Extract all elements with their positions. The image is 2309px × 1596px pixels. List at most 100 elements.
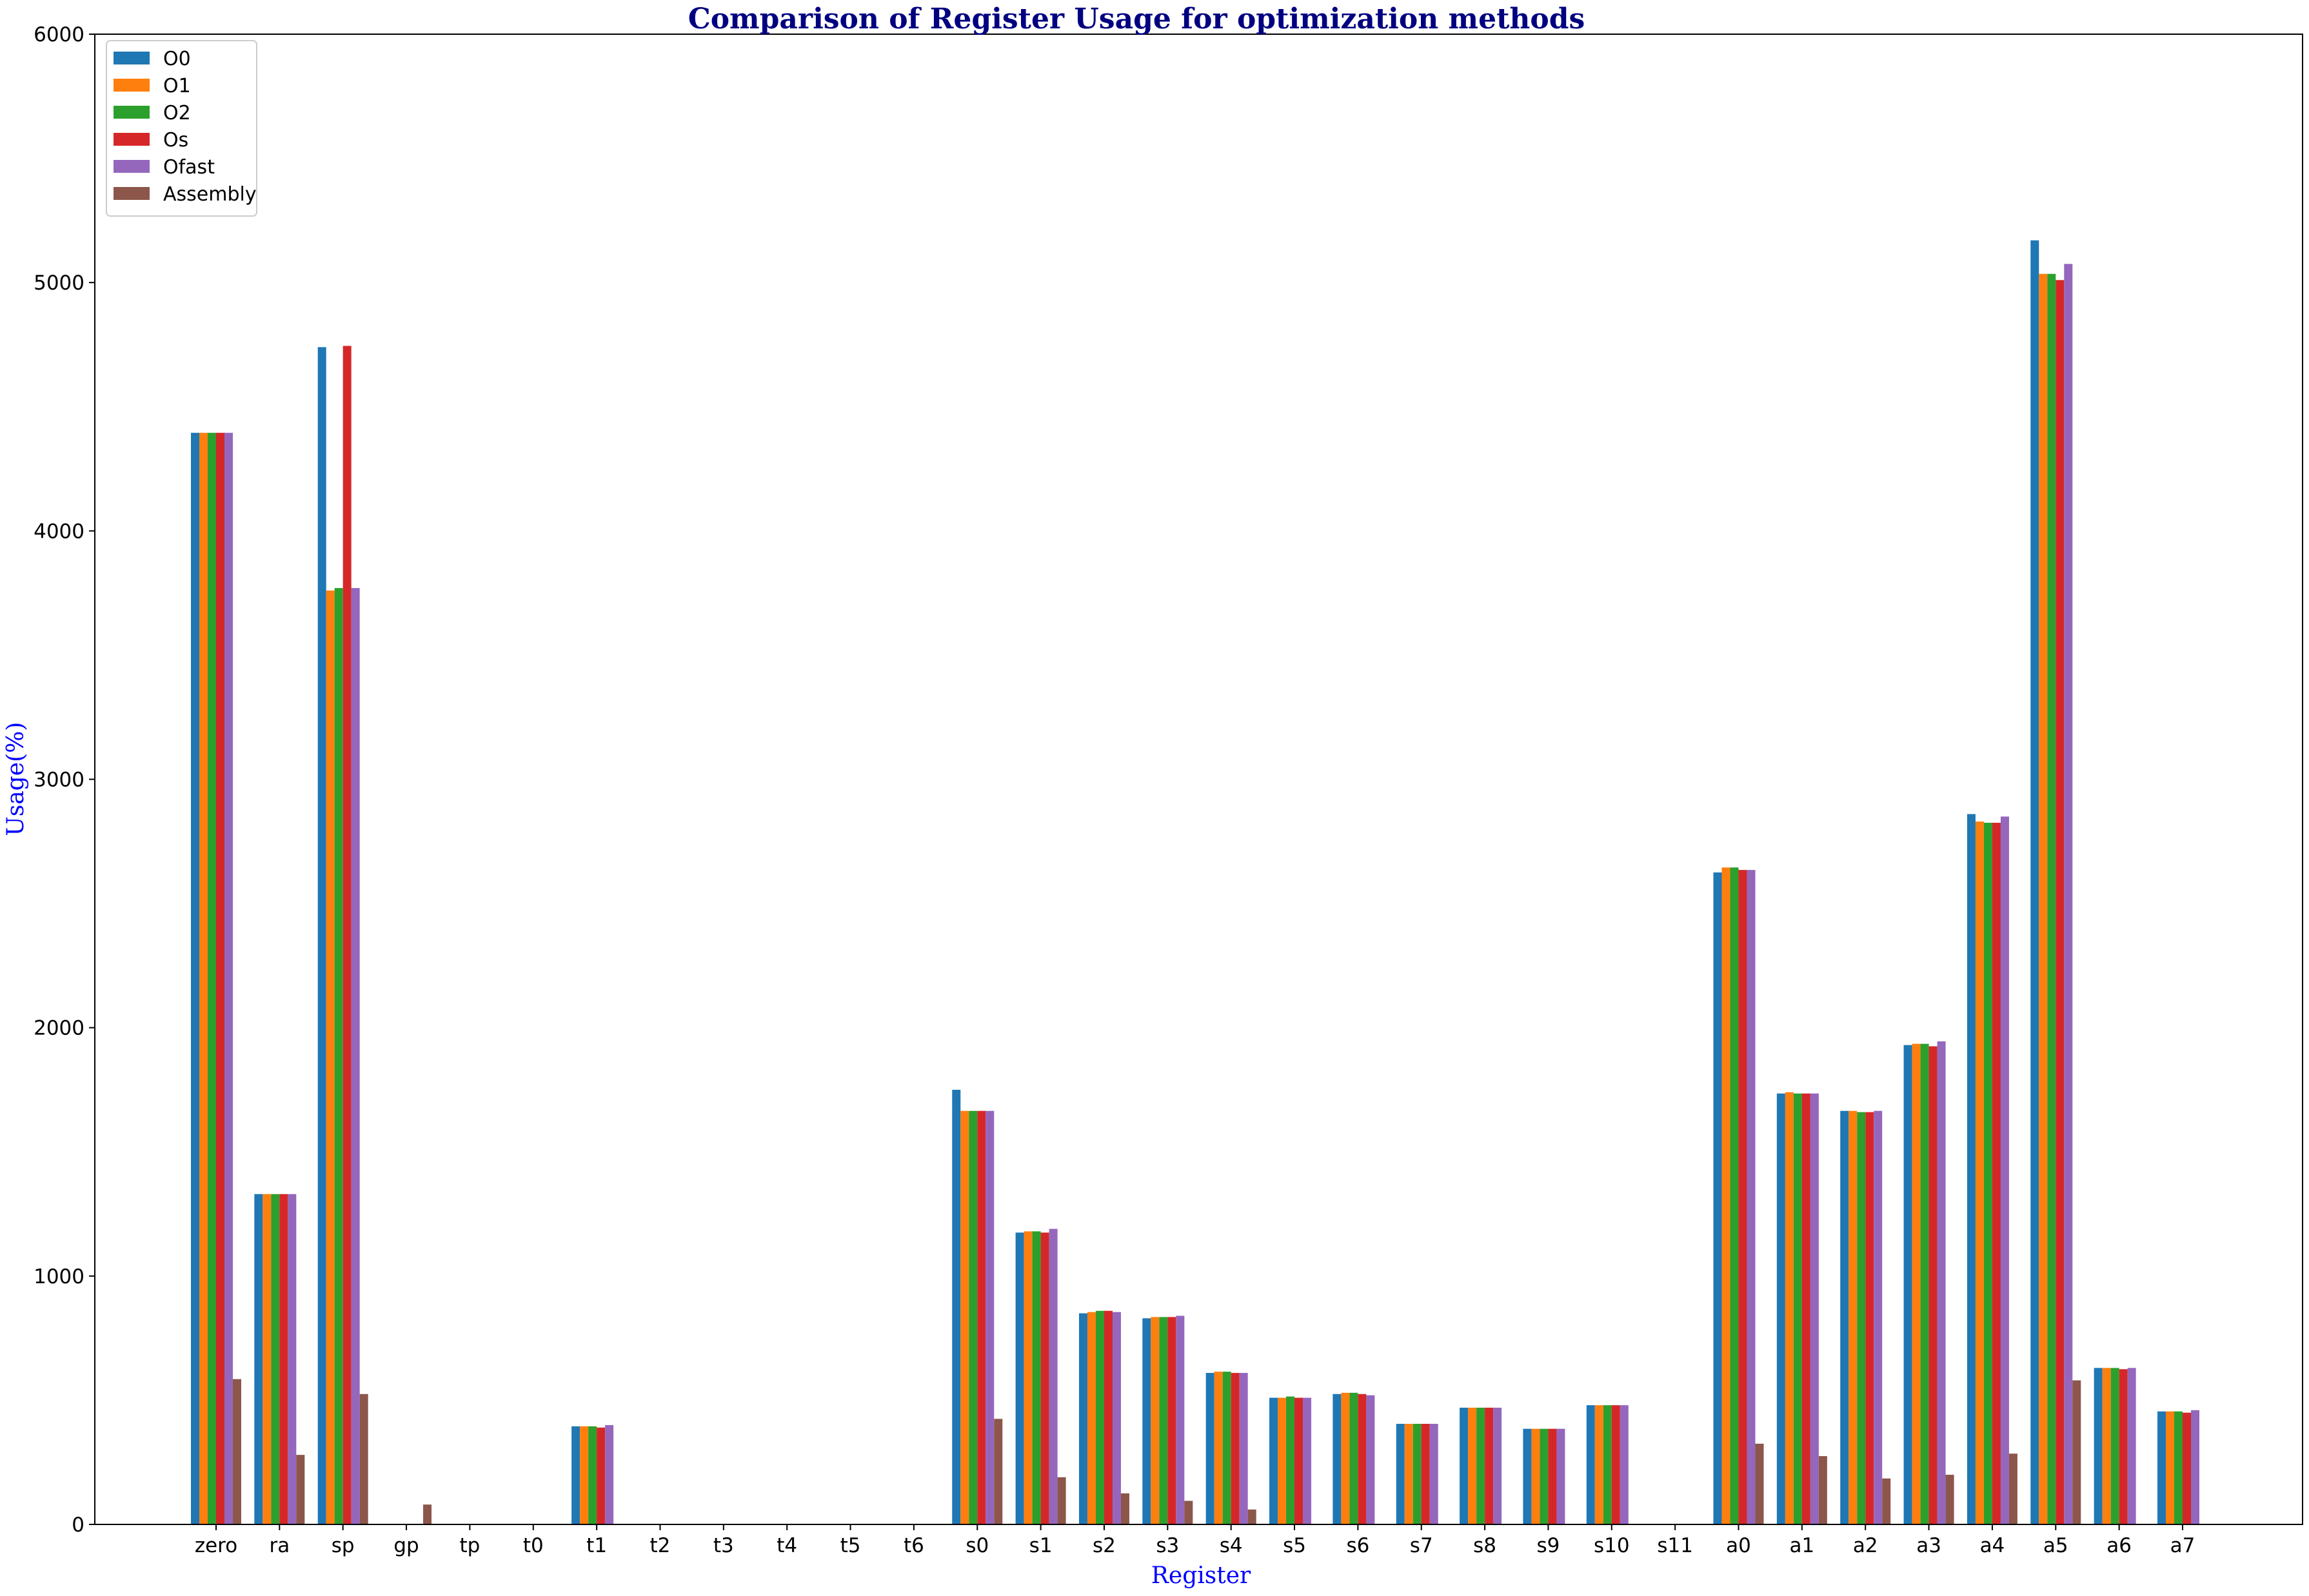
bar [2183, 1412, 2191, 1524]
bar [1247, 1509, 1256, 1524]
series-o1-bars [199, 273, 2174, 1525]
bar [1983, 822, 1992, 1524]
bar [359, 1394, 368, 1524]
bar [1278, 1397, 1287, 1524]
bar [2102, 1368, 2111, 1524]
x-tick-label: a1 [1790, 1534, 1815, 1557]
bar [1142, 1318, 1151, 1524]
legend-label: Ofast [163, 156, 215, 179]
bar [960, 1110, 969, 1524]
bar [1040, 1232, 1049, 1524]
bar [2072, 1380, 2081, 1524]
bar [1015, 1232, 1024, 1524]
bar [1920, 1043, 1929, 1524]
bar [1104, 1310, 1113, 1524]
bar [1151, 1317, 1160, 1524]
series-assembly-bars [233, 1379, 2081, 1524]
x-tick-label: s6 [1346, 1534, 1369, 1557]
x-tick-label: s4 [1220, 1534, 1243, 1557]
bar [233, 1379, 241, 1524]
bar [1785, 1092, 1794, 1524]
bar [1848, 1110, 1858, 1524]
bar [191, 433, 199, 1525]
bar [2110, 1368, 2119, 1524]
bar [1231, 1373, 1240, 1524]
bar [1087, 1312, 1096, 1524]
bar [2191, 1410, 2199, 1524]
bar [1865, 1112, 1874, 1524]
x-tick-label: tp [459, 1534, 480, 1557]
bar [1176, 1315, 1185, 1524]
y-tick-label: 5000 [34, 271, 84, 295]
bar [208, 433, 216, 1525]
bar [1840, 1110, 1849, 1524]
bar [1603, 1405, 1612, 1524]
bar [351, 587, 360, 1525]
bar [1294, 1397, 1303, 1524]
bar [986, 1110, 995, 1524]
bar [977, 1110, 986, 1524]
bar [1882, 1478, 1891, 1524]
bar [1222, 1372, 1231, 1524]
x-tick-label: a7 [2170, 1534, 2195, 1557]
bar [571, 1426, 580, 1524]
x-tick-label: a0 [1726, 1534, 1751, 1557]
bar [1032, 1231, 1041, 1524]
bar [1945, 1474, 1954, 1524]
bar [1903, 1045, 1912, 1524]
x-tick-label: t0 [523, 1534, 544, 1557]
bar [1738, 870, 1747, 1524]
bar [1874, 1110, 1883, 1524]
bar [1184, 1501, 1193, 1524]
x-tick-label: t3 [713, 1534, 734, 1557]
bar [1024, 1231, 1033, 1524]
bar [1421, 1424, 1430, 1524]
bar [1548, 1428, 1557, 1524]
bar [423, 1504, 432, 1524]
x-tick-label: s10 [1594, 1534, 1630, 1557]
bar [597, 1427, 606, 1524]
legend-swatch [114, 106, 150, 119]
bar [1713, 872, 1722, 1524]
bar [2127, 1368, 2136, 1524]
bar [1396, 1424, 1405, 1524]
bar [1468, 1407, 1477, 1524]
bar [2157, 1411, 2166, 1524]
bar [1167, 1317, 1176, 1524]
bar [1776, 1093, 1785, 1524]
bar [1269, 1397, 1278, 1524]
bar [1937, 1041, 1946, 1524]
bar [254, 1194, 263, 1524]
bar [1493, 1407, 1502, 1524]
bar [2174, 1411, 2183, 1524]
series-o2-bars [208, 273, 2183, 1525]
bar [1057, 1477, 1066, 1524]
bar [1214, 1372, 1223, 1524]
bar [1412, 1424, 1422, 1524]
bar [1967, 814, 1976, 1524]
x-tick-label: s3 [1156, 1534, 1179, 1557]
bar [263, 1194, 272, 1524]
legend-label: O0 [163, 48, 191, 70]
bar [1404, 1424, 1413, 1524]
bar [2056, 280, 2065, 1524]
legend-label: Assembly [163, 183, 257, 206]
series-os-bars [216, 280, 2191, 1525]
bar [1531, 1428, 1540, 1524]
bar [1540, 1428, 1549, 1524]
bar [1049, 1228, 1058, 1524]
x-tick-label: s9 [1537, 1534, 1560, 1557]
bar [1928, 1046, 1937, 1524]
x-tick-label: a3 [1916, 1534, 1941, 1557]
x-axis-label: Register [1151, 1562, 1251, 1589]
bar [1239, 1373, 1248, 1524]
legend-swatch [114, 160, 150, 173]
bar [1120, 1493, 1129, 1524]
bar [1349, 1392, 1358, 1524]
x-tick-label: a2 [1853, 1534, 1878, 1557]
bar [1205, 1373, 1214, 1524]
bar [1975, 821, 1984, 1524]
y-axis-label: Usage(%) [3, 722, 29, 836]
bar [1366, 1395, 1375, 1524]
bar [1476, 1407, 1485, 1524]
